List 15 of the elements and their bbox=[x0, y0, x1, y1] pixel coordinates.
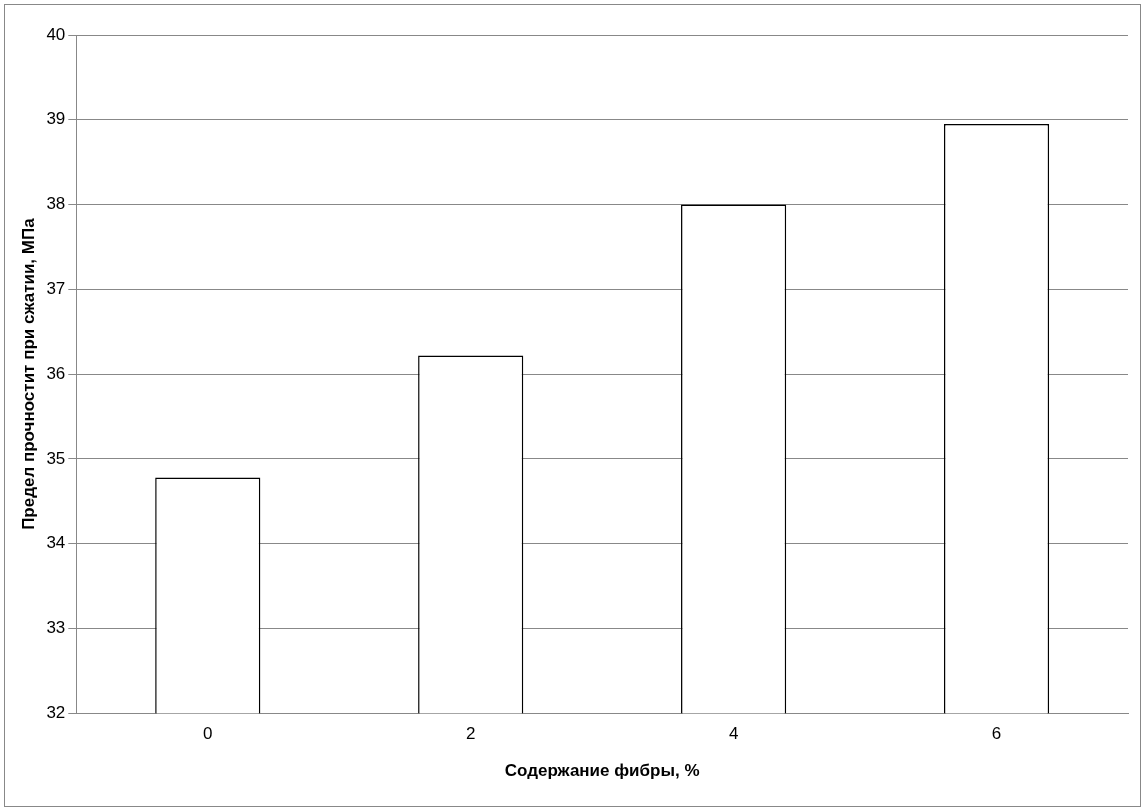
y-tick-label: 35 bbox=[46, 448, 66, 468]
y-tick-label: 36 bbox=[46, 363, 66, 383]
y-tick-label: 37 bbox=[46, 279, 66, 299]
y-tick-label: 33 bbox=[46, 618, 66, 638]
x-tick-label: 2 bbox=[465, 724, 476, 744]
y-tick-label: 32 bbox=[46, 702, 66, 722]
x-tick-label: 4 bbox=[728, 724, 739, 744]
y-tick-label: 38 bbox=[46, 194, 66, 214]
y-tick-label: 40 bbox=[46, 24, 66, 44]
x-tick-label: 0 bbox=[203, 724, 213, 744]
y-tick-label: 34 bbox=[46, 533, 66, 553]
x-tick-label: 6 bbox=[991, 724, 1002, 744]
y-tick-label: 39 bbox=[46, 109, 66, 129]
x-axis-title: Содержание фибры, % bbox=[504, 761, 700, 781]
y-axis-title: Предел прочностит при сжатии, МПа bbox=[18, 217, 38, 530]
